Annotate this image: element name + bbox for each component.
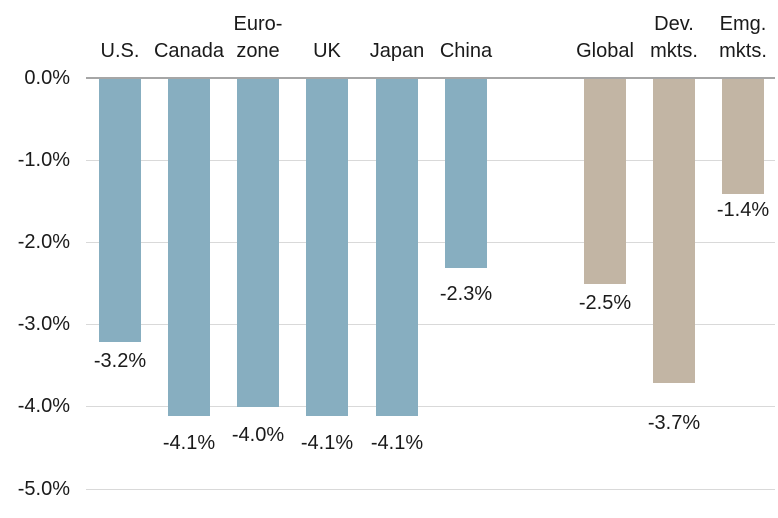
bar-euro-zone [237,79,279,407]
value-label-emg-mkts: -1.4% [716,199,770,221]
x-axis-baseline [86,77,775,79]
gridline [86,489,775,490]
category-label-china: China [439,40,493,62]
bar-uk [306,79,348,416]
bar-us [99,79,141,342]
gridline [86,324,775,325]
y-axis-tick-label: -4.0% [17,395,70,417]
value-label-canada: -4.1% [162,432,216,454]
category-label-japan: Japan [369,40,425,62]
category-label-canada: Canada [153,40,225,62]
y-axis-tick-label: -2.0% [17,231,70,253]
gridline [86,160,775,161]
bar-japan [376,79,418,416]
y-axis-tick-label: -3.0% [17,313,70,335]
y-axis-tick-label: 0.0% [24,67,70,89]
category-label-euro-zone: Euro- zone [233,13,283,62]
bar-dev-mkts [653,79,695,383]
value-label-us: -3.2% [93,350,147,372]
gridline [86,406,775,407]
value-label-dev-mkts: -3.7% [647,412,701,434]
bar-china [445,79,487,268]
category-label-us: U.S. [100,40,140,62]
category-label-uk: UK [313,40,341,62]
category-label-emg-mkts: Emg. mkts. [719,13,767,62]
value-label-euro-zone: -4.0% [231,424,285,446]
value-label-uk: -4.1% [300,432,354,454]
value-label-global: -2.5% [578,292,632,314]
bar-emg-mkts [722,79,764,194]
bar-global [584,79,626,284]
y-axis-tick-label: -1.0% [17,149,70,171]
gridline [86,242,775,243]
value-label-china: -2.3% [439,283,493,305]
category-label-dev-mkts: Dev. mkts. [650,13,698,62]
y-axis-tick-label: -5.0% [17,478,70,500]
category-label-global: Global [576,40,634,62]
bar-canada [168,79,210,416]
value-label-japan: -4.1% [370,432,424,454]
